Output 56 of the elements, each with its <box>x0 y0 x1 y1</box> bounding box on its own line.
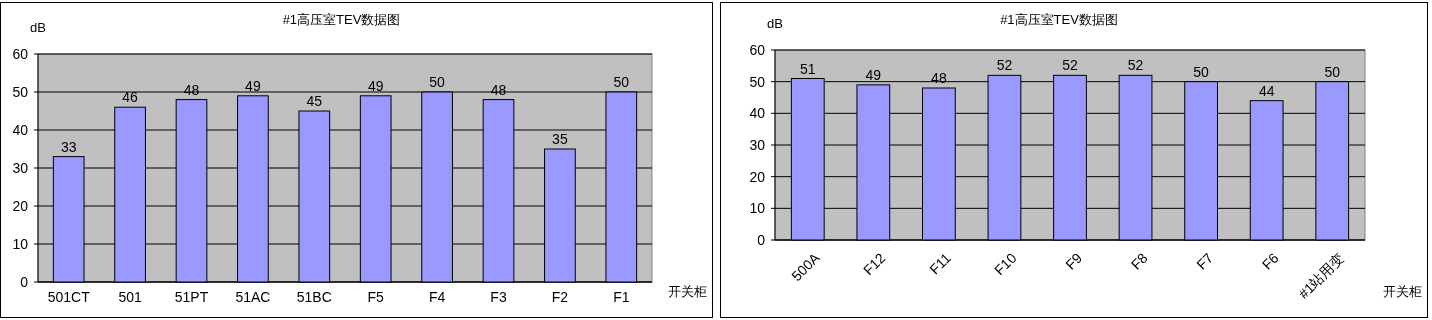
y-tick-label: 30 <box>749 136 766 153</box>
data-label: 49 <box>245 77 261 94</box>
y-axis-title: dB <box>30 20 46 35</box>
y-tick-label: 30 <box>12 159 29 176</box>
x-tick-label: 51PT <box>174 289 209 305</box>
data-label: 49 <box>367 77 384 94</box>
x-tick-label: F2 <box>551 289 569 305</box>
data-label: 50 <box>1193 63 1210 80</box>
data-label: 52 <box>1127 57 1144 74</box>
y-tick-label: 50 <box>749 73 766 90</box>
y-tick-label: 60 <box>749 41 766 58</box>
data-label: 45 <box>306 93 323 109</box>
data-label: 52 <box>1062 57 1078 74</box>
x-tick-label: F8 <box>1127 249 1151 273</box>
data-label: 44 <box>1258 82 1275 99</box>
x-tick-label: F12 <box>860 249 889 279</box>
x-tick-label: F3 <box>490 289 507 305</box>
x-axis-title: 开关柜 <box>668 284 707 299</box>
y-tick-label: 20 <box>749 168 766 185</box>
x-tick-label: F10 <box>991 249 1020 279</box>
x-tick-label: F11 <box>926 249 955 278</box>
y-tick-label: 0 <box>20 273 29 290</box>
data-label: 50 <box>613 74 630 90</box>
x-tick-label: F7 <box>1193 249 1217 273</box>
data-label: 48 <box>183 81 200 98</box>
x-tick-label: 51BC <box>296 289 332 305</box>
y-axis-title: dB <box>767 16 783 31</box>
x-tick-label: 501CT <box>47 289 91 305</box>
y-tick-label: 40 <box>12 121 29 138</box>
x-tick-label: F4 <box>428 289 446 305</box>
y-tick-label: 0 <box>757 231 766 248</box>
x-tick-label: F5 <box>367 289 385 305</box>
y-tick-label: 40 <box>749 105 766 122</box>
data-label: 50 <box>429 74 446 90</box>
x-tick-label: 501 <box>118 289 142 305</box>
chart-title: #1高压室TEV数据图 <box>1000 12 1118 27</box>
x-tick-label: 51AC <box>235 289 271 305</box>
x-tick-label: F9 <box>1062 249 1086 273</box>
y-tick-label: 20 <box>12 197 29 214</box>
x-axis-title: 开关柜 <box>1383 284 1422 299</box>
y-tick-label: 60 <box>12 45 29 62</box>
y-tick-label: 10 <box>12 235 29 252</box>
x-tick-label: #1站用变 <box>1295 249 1348 302</box>
data-label: 48 <box>490 81 507 98</box>
chart-title: #1高压室TEV数据图 <box>282 12 401 27</box>
y-tick-label: 50 <box>12 83 29 100</box>
data-label: 49 <box>865 66 882 83</box>
data-label: 52 <box>996 57 1013 74</box>
x-tick-label: F6 <box>1258 249 1282 273</box>
data-label: 51 <box>799 60 816 77</box>
data-label: 33 <box>60 138 77 155</box>
data-label: 46 <box>122 89 139 106</box>
data-label: 50 <box>1324 63 1341 80</box>
x-tick-label: F1 <box>613 289 630 305</box>
y-tick-label: 10 <box>749 200 766 217</box>
data-label: 35 <box>552 131 568 147</box>
